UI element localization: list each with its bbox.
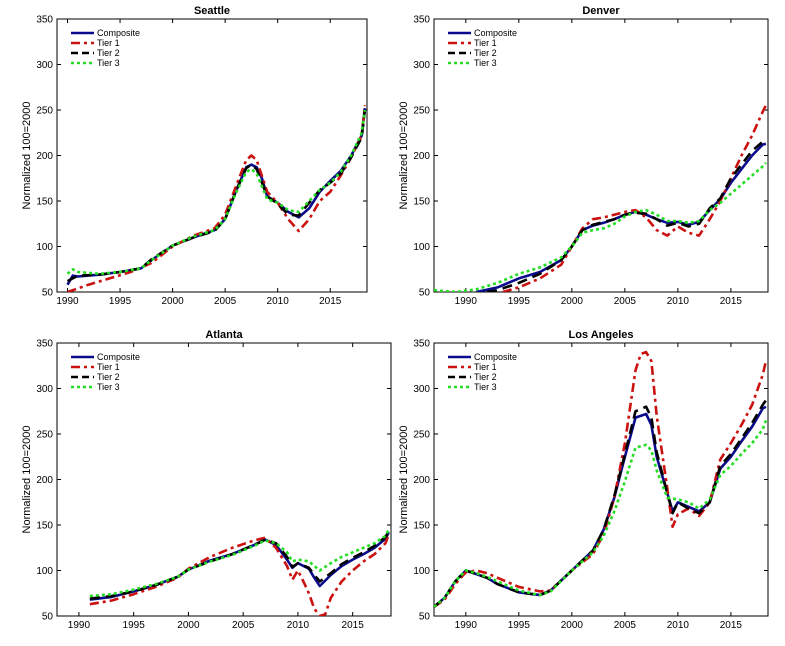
y-tick-label: 300: [413, 384, 430, 395]
y-tick-label: 350: [36, 339, 53, 350]
chart-title: Atlanta: [205, 329, 243, 341]
legend-label: Tier 1: [97, 362, 120, 372]
legend-label: Composite: [97, 28, 140, 38]
y-tick-label: 50: [42, 612, 54, 623]
chart-panels: Seattle 50 100 150 200 250 300 350 1990 1995 2000 2…: [21, 5, 769, 631]
series-line-tier-2: [66, 109, 367, 283]
x-tick-label: 1990: [455, 296, 478, 307]
x-tick-label: 2010: [287, 620, 310, 631]
legend-label: Composite: [474, 352, 517, 362]
y-axis-label: Normalized 100=2000: [21, 102, 33, 210]
x-tick-label: 1995: [109, 296, 132, 307]
x-tick-label: 2010: [267, 296, 290, 307]
legend-label: Tier 2: [97, 48, 120, 58]
chart-panel-los-angeles: Los Angeles 50 100 150 200 250 300 350 1990 1995 2…: [398, 329, 769, 631]
y-tick-label: 50: [419, 612, 431, 623]
y-tick-label: 300: [413, 60, 430, 71]
y-tick-label: 150: [36, 197, 53, 208]
y-tick-label: 250: [36, 430, 53, 441]
x-tick-label: 2015: [720, 296, 743, 307]
y-tick-label: 250: [413, 106, 430, 117]
legend-label: Tier 1: [474, 38, 497, 48]
chart-panel-atlanta: Atlanta 50 100 150 200 250 300 350 1990 1995 2000 2…: [21, 329, 392, 631]
y-tick-label: 150: [413, 521, 430, 532]
legend-label: Tier 1: [97, 38, 120, 48]
y-tick-label: 350: [413, 339, 430, 350]
y-tick-label: 100: [413, 566, 430, 577]
y-tick-label: 200: [413, 151, 430, 162]
legend-label: Tier 1: [474, 362, 497, 372]
series-line-tier-2: [434, 399, 767, 608]
y-tick-label: 50: [419, 288, 431, 299]
y-tick-label: 350: [36, 15, 53, 26]
y-tick-label: 150: [36, 521, 53, 532]
x-tick-label: 1995: [123, 620, 146, 631]
series-lines: [434, 350, 768, 608]
series-line-tier-3: [434, 161, 767, 292]
series-lines: [89, 528, 391, 616]
x-tick-label: 2000: [561, 296, 584, 307]
legend-label: Tier 3: [474, 58, 497, 68]
legend-label: Tier 3: [97, 58, 120, 68]
x-tick-label: 2010: [667, 620, 690, 631]
y-axis-label: Normalized 100=2000: [21, 426, 33, 534]
y-tick-label: 300: [36, 384, 53, 395]
y-tick-label: 300: [36, 60, 53, 71]
legend-label: Composite: [97, 352, 140, 362]
x-tick-label: 2000: [161, 296, 184, 307]
x-tick-label: 2005: [614, 296, 637, 307]
x-tick-label: 1995: [508, 620, 531, 631]
y-tick-label: 100: [36, 242, 53, 253]
x-tick-label: 2015: [319, 296, 342, 307]
x-tick-label: 2000: [177, 620, 200, 631]
series-lines: [66, 105, 367, 292]
x-tick-label: 2015: [720, 620, 743, 631]
x-tick-label: 2005: [614, 620, 637, 631]
x-tick-label: 2005: [214, 296, 237, 307]
y-tick-label: 250: [36, 106, 53, 117]
chart-title: Los Angeles: [569, 329, 634, 341]
y-tick-label: 100: [413, 242, 430, 253]
x-tick-label: 1990: [455, 620, 478, 631]
series-line-tier-2: [486, 138, 767, 292]
legend-label: Tier 3: [474, 382, 497, 392]
x-tick-label: 1990: [56, 296, 79, 307]
y-tick-label: 350: [413, 15, 430, 26]
series-line-tier-3: [66, 109, 367, 276]
y-tick-label: 200: [36, 151, 53, 162]
y-axis-label: Normalized 100=2000: [398, 426, 410, 534]
chart-title: Seattle: [194, 5, 230, 17]
series-line-tier-3: [434, 419, 768, 608]
legend-label: Tier 3: [97, 382, 120, 392]
legend-label: Tier 2: [474, 372, 497, 382]
x-tick-label: 2010: [667, 296, 690, 307]
y-tick-label: 50: [42, 288, 54, 299]
x-tick-label: 1990: [68, 620, 91, 631]
y-tick-label: 150: [413, 197, 430, 208]
x-tick-label: 2005: [232, 620, 255, 631]
y-tick-label: 250: [413, 430, 430, 441]
legend-label: Tier 2: [97, 372, 120, 382]
series-line-tier-3: [89, 528, 390, 598]
y-tick-label: 200: [413, 475, 430, 486]
x-tick-label: 2000: [561, 620, 584, 631]
y-tick-label: 200: [36, 475, 53, 486]
series-line-tier-1: [434, 350, 768, 608]
x-tick-label: 2015: [342, 620, 365, 631]
x-tick-label: 1995: [508, 296, 531, 307]
legend-label: Tier 2: [474, 48, 497, 58]
chart-panel-seattle: Seattle 50 100 150 200 250 300 350 1990 1995 2000 2…: [21, 5, 368, 307]
chart-panel-denver: Denver 50 100 150 200 250 300 350 1990 1995 2000 20…: [398, 5, 769, 307]
y-tick-label: 100: [36, 566, 53, 577]
legend-label: Composite: [474, 28, 517, 38]
y-axis-label: Normalized 100=2000: [398, 102, 410, 210]
series-lines: [434, 104, 768, 292]
chart-title: Denver: [582, 5, 620, 17]
